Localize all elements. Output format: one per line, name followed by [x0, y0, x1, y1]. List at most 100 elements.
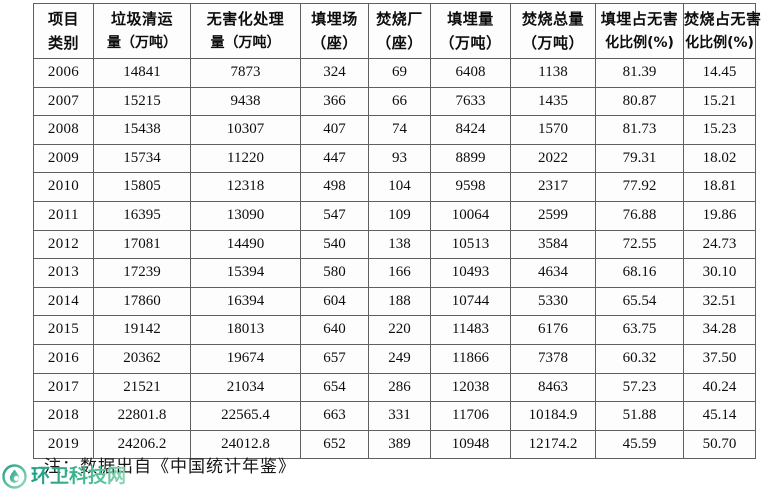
data-cell: 447: [300, 143, 369, 174]
data-cell: 2317: [510, 172, 596, 202]
table-footnote: 注：数据出自《中国统计年鉴》: [44, 457, 296, 477]
data-cell: 79.31: [595, 143, 684, 174]
column-header-3: 填埋场 （座）: [300, 3, 369, 59]
table-row: 2017 21521 21034 654 286 12038 8463 57.23 40.24: [33, 372, 756, 403]
data-cell: 15215: [93, 86, 191, 117]
data-cell: 15805: [93, 172, 191, 202]
data-cell: 10948: [430, 429, 511, 460]
data-cell: 37.50: [683, 343, 756, 374]
column-header-line1: 填埋量: [447, 10, 494, 28]
data-cell: 24012.8: [190, 429, 301, 460]
data-cell: 366: [300, 86, 369, 117]
data-cell: 50.70: [683, 429, 756, 460]
data-cell: 166: [368, 258, 431, 288]
data-cell: 249: [368, 343, 431, 374]
data-cell: 16395: [93, 200, 191, 231]
waste-statistics-table: 项目 类别 垃圾清运 量（万吨） 无害化处理 量（万吨） 填埋场 （座） 焚烧厂 （座） 填埋量 （万…: [33, 3, 762, 460]
column-header-line2: 量（万吨）: [107, 35, 177, 51]
table-row: 2007 15215 9438 366 66 7633 1435 80.87 15.21: [33, 86, 756, 117]
data-cell: 14841: [93, 58, 191, 88]
data-cell: 4634: [510, 258, 596, 288]
row-year-cell: 2013: [33, 258, 94, 288]
data-cell: 14490: [190, 229, 301, 260]
row-year-cell: 2014: [33, 286, 94, 317]
row-year-cell: 2006: [33, 58, 94, 88]
table-row: 2016 20362 19674 657 249 11866 7378 60.32 37.50: [33, 343, 756, 374]
data-cell: 15438: [93, 115, 191, 145]
data-cell: 21034: [190, 372, 301, 403]
table-body: 2006 14841 7873 324 69 6408 1138 81.39 14.45 2007…: [33, 58, 756, 460]
column-header-line2: （万吨）: [439, 34, 502, 52]
data-cell: 22565.4: [190, 401, 301, 431]
data-cell: 15394: [190, 258, 301, 288]
data-cell: 68.16: [595, 258, 684, 288]
row-year-cell: 2010: [33, 172, 94, 202]
data-cell: 21521: [93, 372, 191, 403]
data-cell: 407: [300, 115, 369, 145]
data-cell: 45.14: [683, 401, 756, 431]
data-cell: 22801.8: [93, 401, 191, 431]
data-cell: 19142: [93, 315, 191, 345]
data-cell: 1570: [510, 115, 596, 145]
data-cell: 12038: [430, 372, 511, 403]
data-cell: 14.45: [683, 58, 756, 88]
data-cell: 580: [300, 258, 369, 288]
column-header-line1: 填埋占无害: [600, 10, 679, 28]
data-cell: 5330: [510, 286, 596, 317]
data-cell: 7378: [510, 343, 596, 374]
column-header-line2: 化比例(%): [685, 35, 754, 51]
data-cell: 16394: [190, 286, 301, 317]
data-cell: 10744: [430, 286, 511, 317]
data-cell: 19.86: [683, 200, 756, 231]
data-cell: 15734: [93, 143, 191, 174]
data-cell: 540: [300, 229, 369, 260]
column-header-0: 项目 类别: [33, 3, 94, 59]
data-cell: 20362: [93, 343, 191, 374]
data-cell: 12318: [190, 172, 301, 202]
data-cell: 72.55: [595, 229, 684, 260]
data-cell: 80.87: [595, 86, 684, 117]
column-header-5: 填埋量 （万吨）: [430, 3, 511, 59]
data-cell: 7633: [430, 86, 511, 117]
data-cell: 389: [368, 429, 431, 460]
column-header-2: 无害化处理 量（万吨）: [190, 3, 301, 59]
table-row: 2006 14841 7873 324 69 6408 1138 81.39 14.45: [33, 58, 756, 88]
water-drop-circle-icon: [2, 464, 27, 489]
column-header-line1: 填埋场: [311, 10, 358, 28]
data-cell: 547: [300, 200, 369, 231]
data-cell: 9438: [190, 86, 301, 117]
data-cell: 15.23: [683, 115, 756, 145]
column-header-line1: 焚烧占无害: [684, 10, 762, 28]
row-year-cell: 2009: [33, 143, 94, 174]
row-year-cell: 2007: [33, 86, 94, 117]
data-cell: 663: [300, 401, 369, 431]
data-cell: 640: [300, 315, 369, 345]
column-header-7: 填埋占无害 化比例(%): [595, 3, 684, 59]
data-cell: 76.88: [595, 200, 684, 231]
data-cell: 45.59: [595, 429, 684, 460]
table-row: 2013 17239 15394 580 166 10493 4634 68.16 30.10: [33, 258, 756, 288]
data-cell: 32.51: [683, 286, 756, 317]
column-header-line2: 量（万吨）: [210, 35, 281, 51]
column-header-line2: （座）: [376, 34, 423, 52]
data-cell: 652: [300, 429, 369, 460]
column-header-4: 焚烧厂 （座）: [368, 3, 431, 59]
data-cell: 654: [300, 372, 369, 403]
data-cell: 34.28: [683, 315, 756, 345]
row-year-cell: 2019: [33, 429, 94, 460]
table-row: 2019 24206.2 24012.8 652 389 10948 12174.2 45.5…: [33, 429, 756, 460]
column-header-line2: （万吨）: [521, 34, 584, 52]
data-cell: 138: [368, 229, 431, 260]
column-header-1: 垃圾清运 量（万吨）: [93, 3, 191, 59]
data-cell: 10307: [190, 115, 301, 145]
table-row: 2015 19142 18013 640 220 11483 6176 63.75 34.28: [33, 315, 756, 345]
data-cell: 11866: [430, 343, 511, 374]
column-header-line2: 类别: [47, 34, 79, 52]
row-year-cell: 2011: [33, 200, 94, 231]
data-cell: 6176: [510, 315, 596, 345]
data-cell: 17081: [93, 229, 191, 260]
data-cell: 17860: [93, 286, 191, 317]
data-cell: 104: [368, 172, 431, 202]
data-cell: 2022: [510, 143, 596, 174]
